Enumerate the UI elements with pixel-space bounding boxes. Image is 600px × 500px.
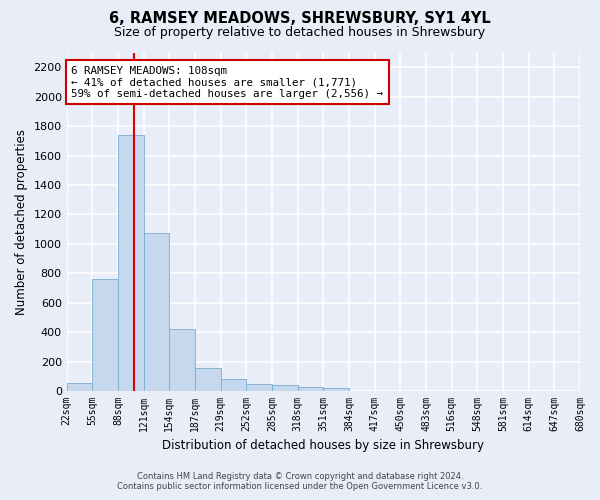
Text: 6, RAMSEY MEADOWS, SHREWSBURY, SY1 4YL: 6, RAMSEY MEADOWS, SHREWSBURY, SY1 4YL	[109, 11, 491, 26]
Bar	[195, 368, 221, 391]
Y-axis label: Number of detached properties: Number of detached properties	[15, 129, 28, 315]
Text: Contains HM Land Registry data © Crown copyright and database right 2024.
Contai: Contains HM Land Registry data © Crown c…	[118, 472, 482, 491]
Bar	[247, 384, 272, 391]
Bar	[298, 386, 323, 391]
Bar	[92, 279, 118, 391]
Text: Size of property relative to detached houses in Shrewsbury: Size of property relative to detached ho…	[115, 26, 485, 39]
Bar	[272, 385, 298, 391]
Bar	[118, 135, 143, 391]
X-axis label: Distribution of detached houses by size in Shrewsbury: Distribution of detached houses by size …	[163, 440, 484, 452]
Bar	[169, 329, 195, 391]
Bar	[67, 383, 92, 391]
Bar	[323, 388, 349, 391]
Bar	[221, 378, 247, 391]
Bar	[143, 233, 169, 391]
Text: 6 RAMSEY MEADOWS: 108sqm
← 41% of detached houses are smaller (1,771)
59% of sem: 6 RAMSEY MEADOWS: 108sqm ← 41% of detach…	[71, 66, 383, 99]
